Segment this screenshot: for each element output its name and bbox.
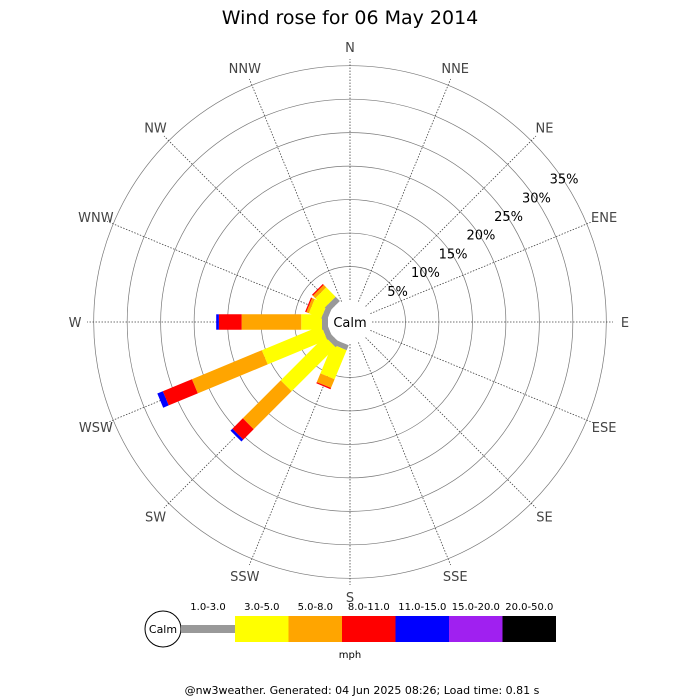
calm-center: Calm	[328, 300, 372, 344]
legend-swatch-6	[449, 616, 503, 642]
legend-swatch-2	[235, 616, 289, 642]
direction-label-sse: SSE	[443, 570, 468, 585]
grid-circle	[126, 98, 574, 546]
direction-label-nw: NW	[144, 122, 167, 137]
radial-tick-label: 5%	[387, 285, 408, 300]
petal-nw-bin4	[312, 284, 324, 296]
legend-label-4: 8.0-11.0	[348, 602, 390, 613]
legend-label-7: 20.0-50.0	[505, 602, 553, 613]
radial-tick-label: 10%	[411, 266, 440, 281]
legend-label-1: 1.0-3.0	[190, 602, 225, 613]
legend-label-5: 11.0-15.0	[398, 602, 446, 613]
petal-wsw-bin3	[191, 350, 268, 394]
petal-sw-bin3	[242, 380, 292, 430]
petal-wsw-bin2	[261, 325, 328, 365]
grid-circle	[193, 165, 507, 479]
direction-label-w: W	[69, 316, 82, 331]
spoke-wnw	[106, 220, 330, 314]
direction-label-wnw: WNW	[78, 211, 114, 226]
calm-circle	[328, 300, 372, 344]
grid-circle	[160, 132, 540, 512]
petal-wnw-bin4	[305, 297, 313, 313]
petal-nw-bin3	[312, 284, 327, 299]
direction-labels: N NNE NE ENE E ESE SE SSE S SSW SW WSW W WNW NW NNW 5%10…	[69, 41, 630, 606]
petal-wsw-bin5	[157, 391, 169, 408]
radial-tick-label: 25%	[494, 210, 523, 225]
direction-label-wsw: WSW	[79, 421, 113, 436]
petal-ssw-bin2	[320, 344, 347, 380]
petal-w-bin2	[301, 314, 322, 330]
spoke-ene	[370, 220, 594, 314]
radial-tick-label: 30%	[522, 191, 551, 206]
petal-wnw-bin3	[306, 298, 315, 314]
footer-text: @nw3weather. Generated: 04 Jun 2025 08:2…	[185, 684, 540, 697]
direction-label-ese: ESE	[592, 421, 617, 436]
direction-label-nnw: NNW	[229, 62, 261, 77]
radial-tick-label: 20%	[466, 229, 495, 244]
spoke-ne	[365, 135, 537, 307]
direction-label-ssw: SSW	[230, 570, 260, 585]
calm-label: Calm	[333, 316, 366, 331]
spoke-ese	[370, 330, 594, 424]
direction-label-s: S	[346, 591, 354, 606]
wind-petals	[157, 284, 349, 442]
petal-w-bin4	[218, 314, 242, 330]
petal-ssw-bin4	[316, 382, 331, 390]
petal-w-bin3	[241, 314, 302, 330]
petal-sw-bin4	[232, 418, 254, 440]
spoke-sse	[358, 342, 452, 566]
direction-label-nne: NNE	[441, 62, 469, 77]
radial-tick-label: 15%	[439, 247, 468, 262]
radial-tick-label: 35%	[550, 173, 579, 188]
spoke-nne	[358, 78, 452, 302]
petal-sw-bin2	[280, 336, 336, 392]
petal-nw-bin1	[324, 296, 340, 312]
chart-title: Wind rose for 06 May 2014	[222, 7, 479, 29]
legend-label-2: 3.0-5.0	[244, 602, 279, 613]
legend-swatch-4	[342, 616, 396, 642]
petal-w-bin5	[216, 314, 219, 330]
legend-swatch-1	[181, 625, 235, 633]
legend-units: mph	[339, 650, 361, 661]
legend: Calm 1.0-3.0 3.0-5.0 5.0-8.0 8.0-11.0 11.0-15…	[144, 602, 556, 661]
spoke-nnw	[248, 78, 342, 302]
direction-label-e: E	[621, 316, 629, 331]
legend-label-6: 15.0-20.0	[452, 602, 500, 613]
spoke-se	[365, 337, 537, 509]
direction-label-sw: SW	[145, 511, 166, 526]
direction-label-n: N	[345, 41, 355, 56]
petal-wsw-bin4	[162, 379, 198, 406]
direction-label-se: SE	[536, 511, 552, 526]
legend-label-3: 5.0-8.0	[298, 602, 333, 613]
petal-sw-bin5	[230, 428, 244, 442]
legend-swatch-5	[395, 616, 449, 642]
legend-calm-label: Calm	[149, 623, 177, 636]
direction-label-ne: NE	[536, 122, 554, 137]
petal-ssw-bin3	[316, 373, 335, 388]
petal-nw-bin2	[315, 287, 336, 308]
direction-label-ene: ENE	[591, 211, 617, 226]
legend-swatch-7	[502, 616, 556, 642]
legend-swatch-3	[288, 616, 342, 642]
spoke-nw	[163, 135, 335, 307]
